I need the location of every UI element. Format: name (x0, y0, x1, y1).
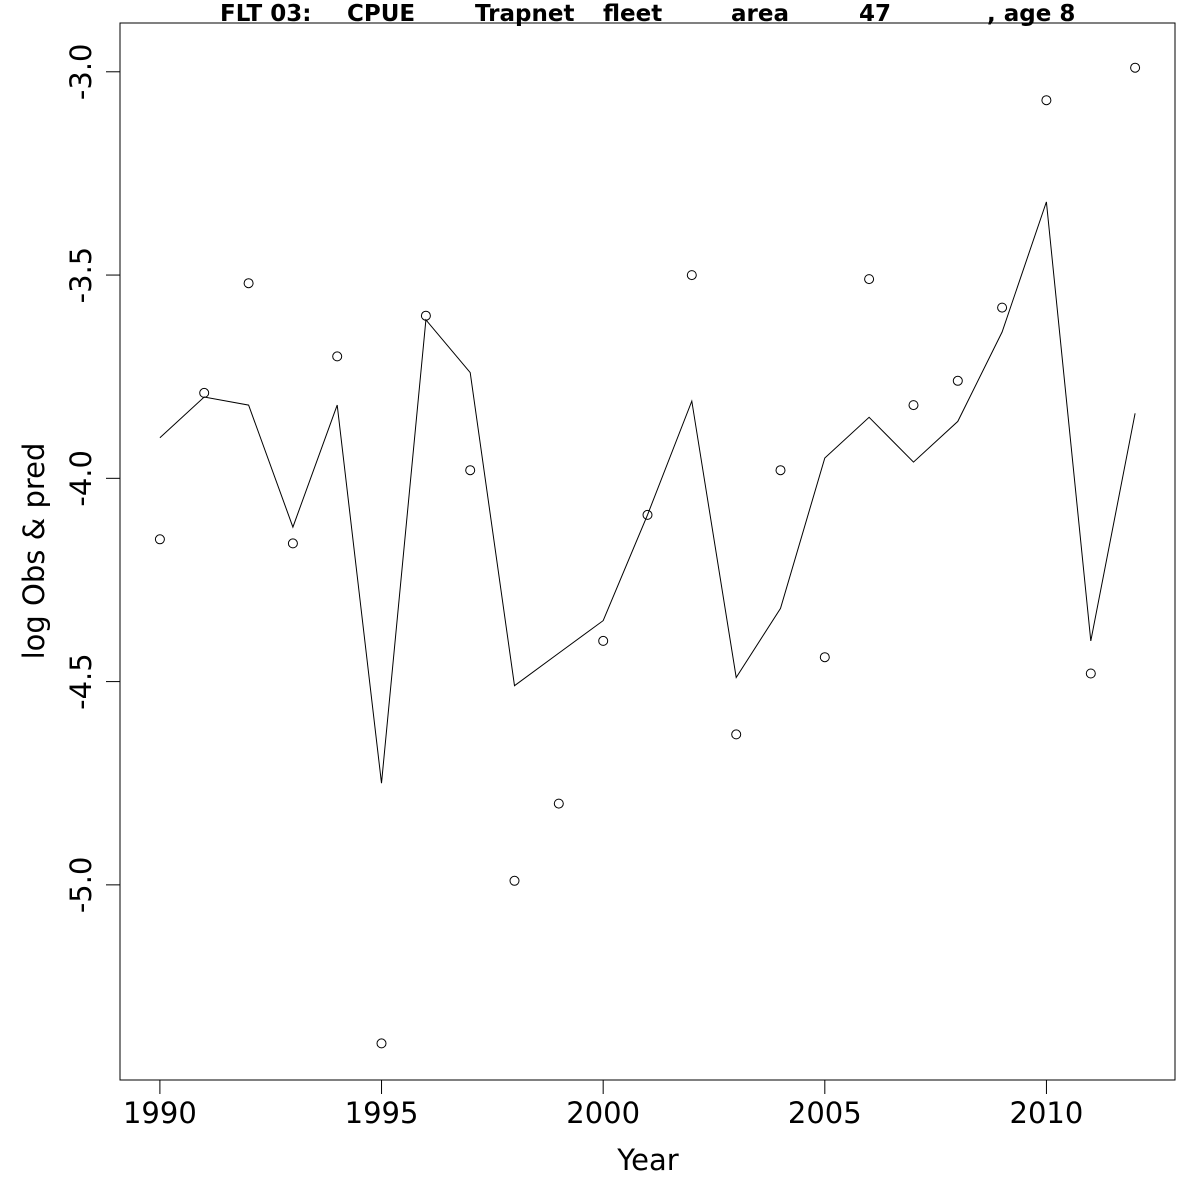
observed-point (509, 875, 520, 886)
x-tick-label: 2000 (566, 1096, 640, 1130)
observed-point (1041, 95, 1052, 106)
observed-point (819, 652, 830, 663)
observed-point (287, 538, 298, 549)
observed-point (598, 635, 609, 646)
y-tick-label: -5.0 (64, 857, 98, 914)
observed-point (731, 729, 742, 740)
observed-point (686, 270, 697, 281)
x-tick-label: 1995 (345, 1096, 419, 1130)
observed-point (376, 1038, 387, 1049)
observed-point (864, 274, 875, 285)
observed-point (908, 400, 919, 411)
x-tick-label: 2010 (1010, 1096, 1084, 1130)
y-axis-label: log Obs & pred (17, 443, 51, 660)
predicted-line (159, 201, 1136, 784)
observed-point (199, 387, 210, 398)
y-tick-label: -3.0 (64, 43, 98, 100)
observed-point (332, 351, 343, 362)
x-axis-label: Year (616, 1143, 678, 1177)
observed-point (420, 310, 431, 321)
y-tick-label: -4.5 (64, 653, 98, 710)
observed-point (154, 534, 165, 545)
x-tick-label: 1990 (123, 1096, 197, 1130)
observed-point (952, 375, 963, 386)
y-tick-label: -4.0 (64, 450, 98, 507)
y-tick-label: -3.5 (64, 247, 98, 304)
observed-point (775, 465, 786, 476)
observed-point (1085, 668, 1096, 679)
observed-point (997, 302, 1008, 313)
x-axis: 1990 1995 2000 2005 2010 (123, 1079, 1084, 1130)
observed-point (642, 509, 653, 520)
observed-point (1130, 62, 1141, 73)
predicted-series (159, 201, 1136, 784)
observed-point (243, 278, 254, 289)
observed-series (154, 62, 1141, 1049)
observed-point (465, 465, 476, 476)
observed-point (553, 798, 564, 809)
y-axis: -5.0 -4.5 -4.0 -3.5 -3.0 (64, 43, 121, 914)
x-tick-label: 2005 (788, 1096, 862, 1130)
